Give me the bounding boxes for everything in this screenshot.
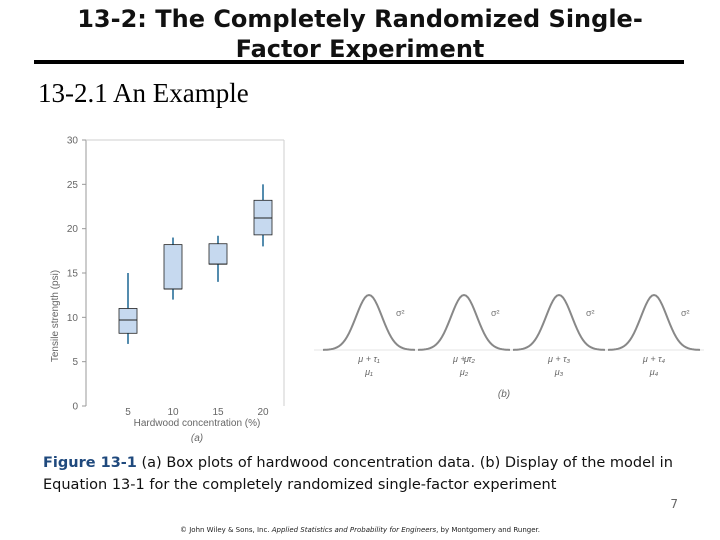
normal-curve-4 xyxy=(607,293,701,351)
sigma-label: σ² xyxy=(586,308,595,318)
box-15 xyxy=(208,235,228,282)
figure-caption-text: (a) Box plots of hardwood concentration … xyxy=(43,455,673,493)
y-tick-label: 20 xyxy=(67,224,79,235)
treatment-mean-label: μ + τ₂ xyxy=(452,354,476,364)
footer-book-title: Applied Statistics and Probability for E… xyxy=(271,526,437,534)
box-iqr xyxy=(163,244,183,290)
model-distribution-chart: σ² μ + τ₁ μ₁ σ² μ + τ₂ μ₂ σ² μ + τ₃ μ₃ σ² μ + τ₄ μ₄… xyxy=(314,293,704,400)
x-tick-label: 20 xyxy=(257,407,269,418)
y-tick-label: 30 xyxy=(67,136,79,147)
treatment-mean-label: μ + τ₁ xyxy=(357,354,380,364)
y-tick-label: 15 xyxy=(67,269,79,280)
distribution-marks: σ² μ + τ₁ μ₁ σ² μ + τ₂ μ₂ σ² μ + τ₃ μ₃ σ² μ + τ₄ μ₄… xyxy=(314,293,704,377)
group-mean-label: μ₃ xyxy=(554,367,564,377)
normal-curve-3 xyxy=(512,293,606,351)
page-number: 7 xyxy=(670,497,678,511)
sigma-label: σ² xyxy=(681,308,690,318)
group-mean-label: μ₁ xyxy=(364,367,373,377)
x-tick-label: 5 xyxy=(125,407,131,418)
y-axis-label: Tensile strength (psi) xyxy=(50,270,61,362)
sigma-label: σ² xyxy=(396,308,405,318)
box-iqr xyxy=(118,308,138,334)
y-tick-label: 25 xyxy=(67,180,79,191)
box-10 xyxy=(163,237,183,300)
normal-curve-1 xyxy=(322,293,416,351)
sigma-label: σ² xyxy=(491,308,500,318)
normal-curve-2 xyxy=(417,293,511,351)
footer-suffix: , by Montgomery and Runger. xyxy=(436,526,540,534)
box-20 xyxy=(253,184,273,247)
y-tick-label: 0 xyxy=(72,402,78,413)
figure-caption: Figure 13-1 (a) Box plots of hardwood co… xyxy=(43,452,683,496)
x-axis-label: Hardwood concentration (%) xyxy=(134,418,261,429)
section-heading: 13-2.1 An Example xyxy=(38,78,249,108)
title-divider xyxy=(34,60,684,64)
group-mean-label: μ₄ xyxy=(649,367,659,377)
y-tick-label: 5 xyxy=(72,357,78,368)
panel-label-a: (a) xyxy=(191,433,203,444)
figure-caption-label: Figure 13-1 xyxy=(43,455,137,471)
panel-label-b: (b) xyxy=(498,389,510,400)
copyright-footer: © John Wiley & Sons, Inc. Applied Statis… xyxy=(0,526,720,534)
box-plot-marks xyxy=(118,184,273,344)
group-mean-label: μ₂ xyxy=(459,367,469,377)
slide-title: 13-2: The Completely Randomized Single-F… xyxy=(77,5,643,63)
footer-prefix: © John Wiley & Sons, Inc. xyxy=(180,526,272,534)
x-tick-label: 15 xyxy=(212,407,224,418)
treatment-mean-label: μ + τ₄ xyxy=(642,354,666,364)
y-tick-label: 10 xyxy=(67,313,79,324)
x-tick-label: 10 xyxy=(167,407,179,418)
box-5 xyxy=(118,273,138,344)
box-plot-chart: 0 5 10 15 20 25 30 5 10 15 20 Tensile strength (ps… xyxy=(50,136,285,444)
box-plot-axes: 0 5 10 15 20 25 30 5 10 15 20 xyxy=(67,136,285,418)
box-iqr xyxy=(208,243,228,265)
treatment-mean-label: μ + τ₃ xyxy=(547,354,571,364)
overall-mean-label: μ xyxy=(463,354,469,364)
